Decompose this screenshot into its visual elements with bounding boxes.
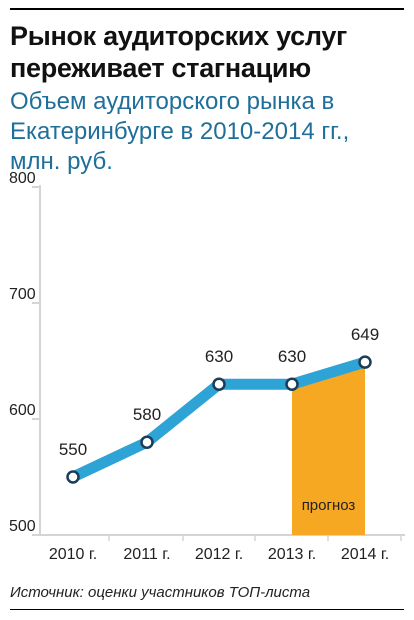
data-label-1: 580	[133, 405, 161, 424]
data-point-3	[285, 377, 299, 391]
x-tick-label-0: 2010 г.	[49, 546, 97, 563]
y-tick-label-500: 500	[9, 518, 36, 535]
chart-subtitle: Объем аудиторского рынка в Екатеринбурге…	[10, 88, 350, 175]
forecast-area	[292, 362, 365, 535]
x-tick-label-2: 2012 г.	[195, 546, 243, 563]
data-point-4	[358, 355, 372, 369]
x-tick-label-1: 2011 г.	[123, 546, 170, 563]
data-label-3: 630	[278, 347, 306, 366]
data-point-2	[212, 377, 226, 391]
data-label-2: 630	[205, 347, 233, 366]
data-point-0	[66, 470, 80, 484]
x-tick-label-4: 2014 г.	[341, 546, 389, 563]
bottom-rule	[10, 609, 404, 610]
source-note: Источник: оценки участников ТОП-листа	[10, 584, 311, 601]
line-chart: 500 600 700 800 2010 г. 2011 г. 2012 г. 2013 г.…	[9, 170, 405, 563]
data-label-4: 649	[351, 325, 379, 344]
data-point-1	[140, 435, 154, 449]
y-tick-label-700: 700	[9, 286, 36, 303]
top-rule	[10, 8, 404, 10]
y-tick-label-800: 800	[9, 170, 36, 187]
forecast-label: прогноз	[302, 497, 356, 514]
y-tick-label-600: 600	[9, 402, 36, 419]
x-tick-label-3: 2013 г.	[268, 546, 316, 563]
chart-title: Рынок аудиторских услуг переживает стагн…	[10, 21, 347, 83]
data-label-0: 550	[59, 440, 87, 459]
